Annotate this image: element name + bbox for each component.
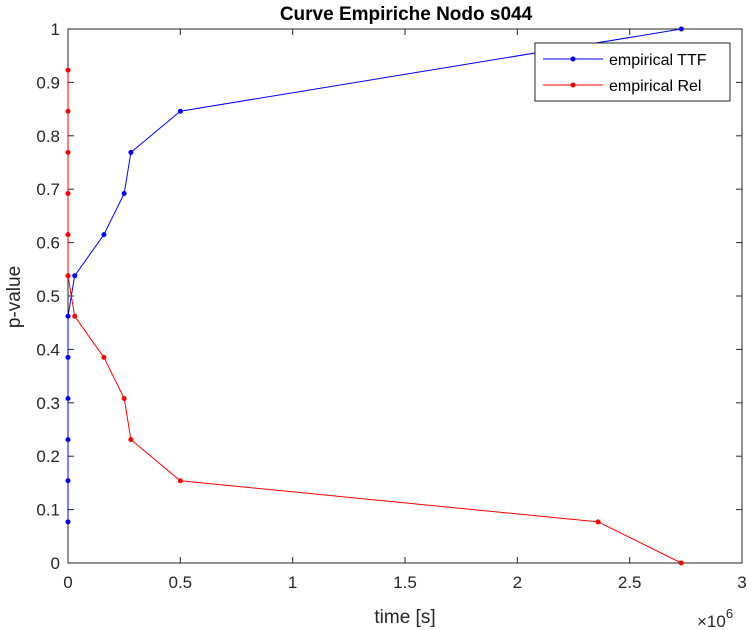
x-multiplier-base: ×10 xyxy=(697,612,726,630)
data-point xyxy=(65,354,71,360)
data-point xyxy=(177,108,183,114)
y-axis-label: p-value xyxy=(4,266,25,328)
plot-frame xyxy=(67,28,743,564)
y-tick-label: 0.9 xyxy=(36,73,60,92)
y-tick-label: 0.8 xyxy=(36,127,60,146)
x-multiplier-exponent: 6 xyxy=(726,606,733,621)
data-point xyxy=(65,437,71,443)
data-point xyxy=(177,478,183,484)
legend-marker xyxy=(570,56,576,62)
data-point xyxy=(65,313,71,319)
y-tick-label: 0.7 xyxy=(36,180,60,199)
y-tick-label: 0.5 xyxy=(36,287,60,306)
data-point xyxy=(72,273,78,279)
data-point xyxy=(72,313,78,319)
y-tick-label: 1 xyxy=(51,20,60,39)
series-rel xyxy=(65,67,684,566)
y-tick-label: 0.4 xyxy=(36,340,60,359)
data-point xyxy=(678,560,684,566)
data-point xyxy=(121,190,127,196)
data-point xyxy=(101,232,107,238)
data-point xyxy=(595,519,601,525)
data-point xyxy=(65,396,71,402)
x-axis-label: time [s] xyxy=(374,607,435,628)
x-tick-label: 1 xyxy=(288,573,297,592)
data-point xyxy=(65,67,71,73)
data-point xyxy=(65,519,71,525)
x-tick-label: 3 xyxy=(737,573,746,592)
legend-box xyxy=(534,42,731,102)
y-tick-label: 0.1 xyxy=(36,501,60,520)
x-tick-label: 1.5 xyxy=(393,573,417,592)
y-tick-label: 0.2 xyxy=(36,447,60,466)
data-point xyxy=(121,396,127,402)
x-axis: 0 0.5 1 1.5 2 2.5 3 xyxy=(63,29,747,592)
x-tick-label: 0 xyxy=(63,573,72,592)
legend-entry: empirical TTF xyxy=(609,52,707,69)
x-tick-label: 0.5 xyxy=(169,573,193,592)
series-layer xyxy=(65,26,684,566)
plot-area xyxy=(67,28,743,564)
x-axis-multiplier: ×106 xyxy=(697,606,733,630)
y-tick-label: 0 xyxy=(51,554,60,573)
data-point xyxy=(128,149,134,155)
y-tick-label: 0.3 xyxy=(36,394,60,413)
y-axis: 0 0.1 0.2 0.3 0.4 0.5 0.6 0.7 0.8 0.9 1 xyxy=(36,20,742,573)
legend: empirical TTF empirical Rel xyxy=(534,42,731,102)
data-point xyxy=(65,149,71,155)
legend-entry: empirical Rel xyxy=(609,78,701,95)
chart-title: Curve Empiriche Nodo s044 xyxy=(280,4,533,25)
data-point xyxy=(65,273,71,279)
y-tick-label: 0.6 xyxy=(36,234,60,253)
x-tick-label: 2.5 xyxy=(618,573,642,592)
data-point xyxy=(65,478,71,484)
data-point xyxy=(65,190,71,196)
data-point xyxy=(678,26,684,32)
data-point xyxy=(65,108,71,114)
legend-marker xyxy=(570,82,576,88)
data-point xyxy=(101,354,107,360)
data-point xyxy=(128,437,134,443)
x-tick-label: 2 xyxy=(513,573,522,592)
data-point xyxy=(65,232,71,238)
